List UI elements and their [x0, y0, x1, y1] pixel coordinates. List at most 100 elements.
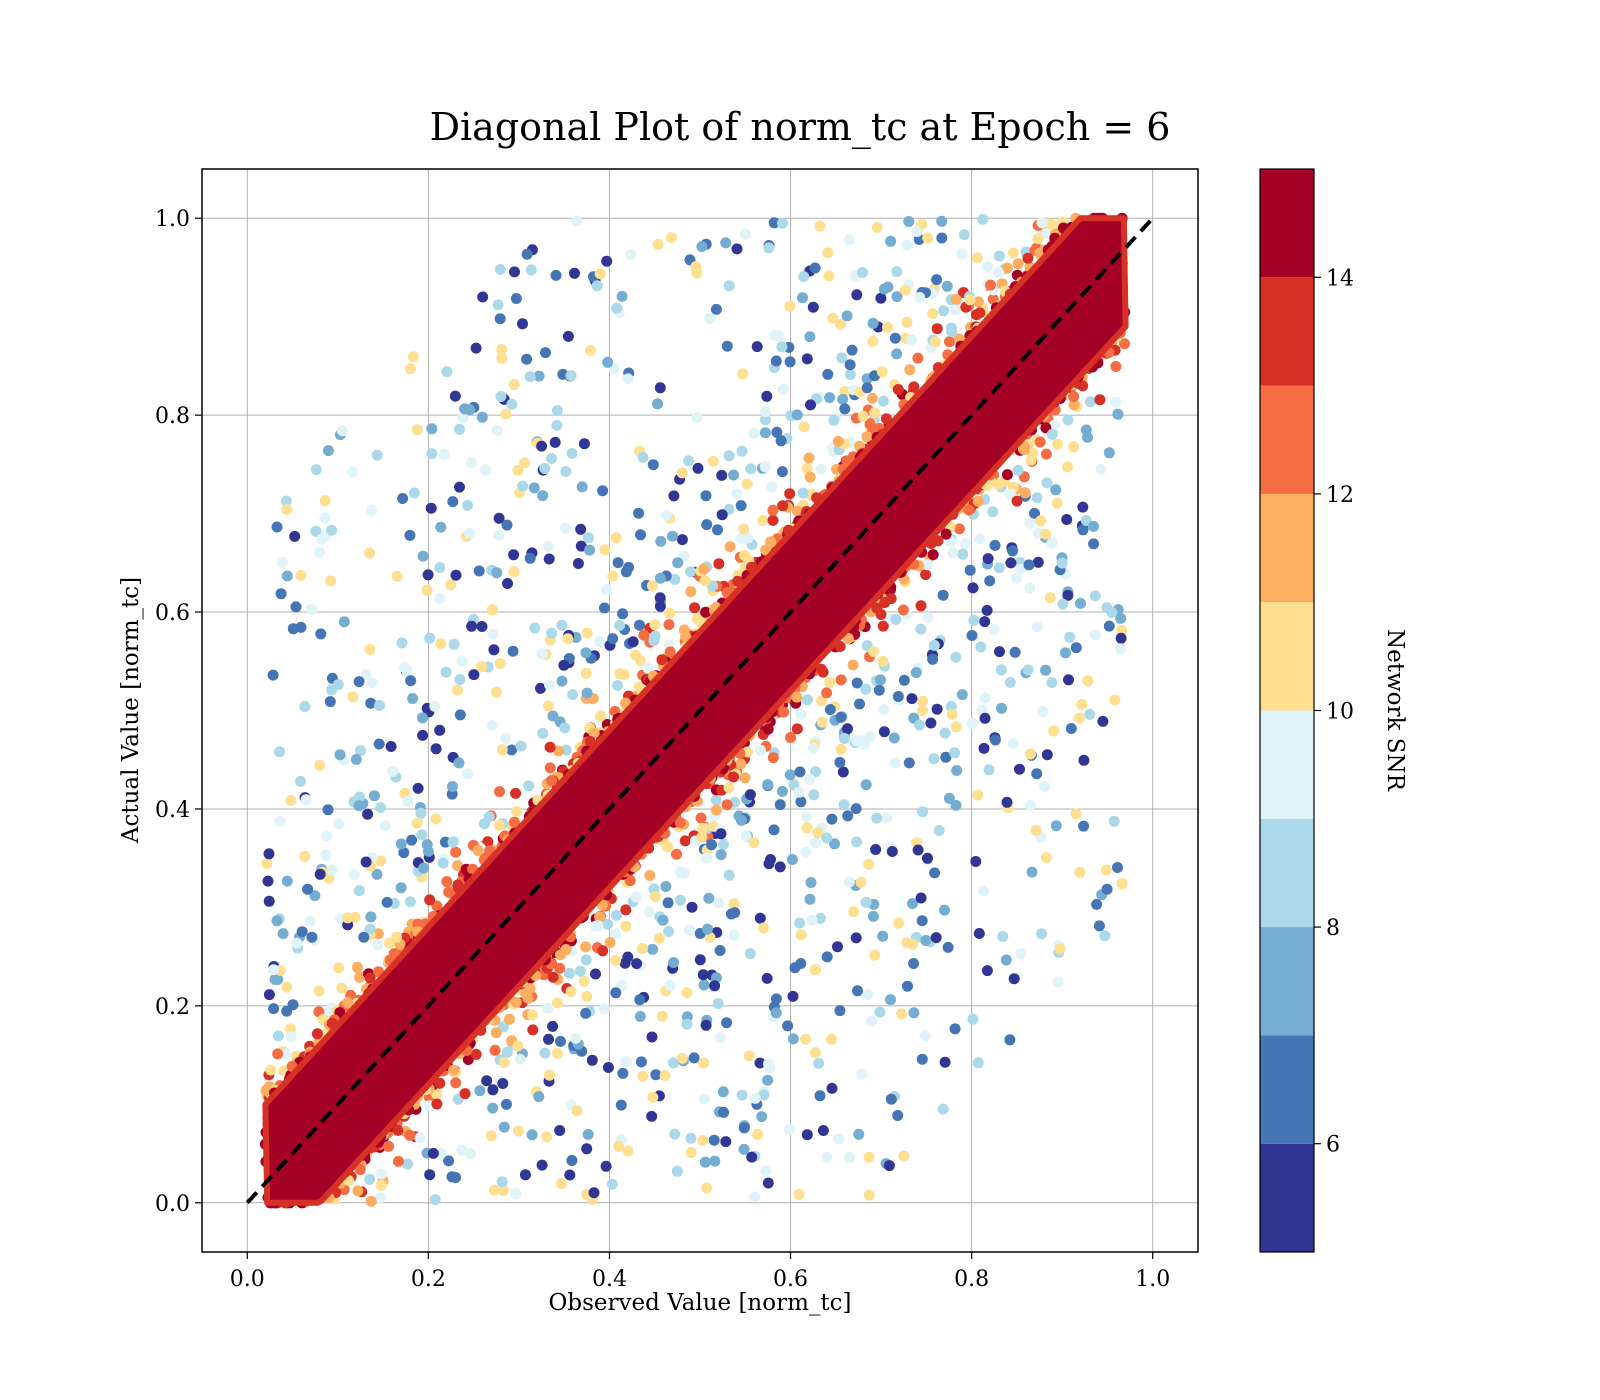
scatter-point: [688, 1052, 700, 1064]
scatter-point: [901, 239, 913, 251]
scatter-point: [826, 1082, 838, 1094]
scatter-point: [580, 667, 592, 679]
scatter-point: [560, 466, 572, 477]
scatter-point: [487, 1084, 499, 1096]
scatter-point: [571, 215, 582, 227]
scatter-point: [506, 398, 518, 410]
scatter-point: [714, 1032, 726, 1044]
scatter-point: [698, 563, 710, 575]
scatter-point: [631, 958, 643, 970]
scatter-point: [1077, 501, 1089, 513]
scatter-point: [890, 613, 902, 625]
scatter-point: [281, 981, 293, 993]
scatter-point: [1029, 507, 1040, 519]
colorbar-segment: [1260, 927, 1314, 1036]
scatter-point: [501, 1046, 513, 1058]
scatter-point: [512, 464, 524, 476]
scatter-point: [1008, 247, 1019, 259]
scatter-point: [771, 426, 783, 438]
scatter-point: [704, 931, 716, 943]
scatter-point: [285, 1031, 297, 1043]
scatter-point: [1022, 252, 1034, 264]
scatter-point: [636, 943, 648, 955]
scatter-point: [824, 676, 836, 688]
scatter-point: [1048, 725, 1060, 737]
scatter-point: [877, 620, 889, 632]
plot-frame: [201, 168, 1199, 1253]
scatter-point: [1080, 515, 1092, 526]
scatter-point: [290, 601, 302, 613]
scatter-point: [907, 898, 918, 910]
scatter-point: [615, 1099, 627, 1111]
scatter-point: [963, 504, 975, 516]
scatter-point: [748, 428, 760, 439]
scatter-point: [1074, 866, 1086, 878]
scatter-point: [878, 703, 890, 715]
scatter-point: [580, 954, 592, 966]
scatter-point: [800, 1033, 811, 1045]
scatter-point: [668, 1057, 679, 1069]
scatter-core-band: [262, 215, 1129, 1206]
scatter-point: [556, 619, 568, 631]
scatter-point: [856, 735, 868, 747]
scatter-point: [586, 1054, 598, 1066]
scatter-point: [622, 1145, 634, 1157]
scatter-point: [1064, 631, 1076, 643]
scatter-point: [810, 837, 822, 848]
scatter-point: [885, 1093, 897, 1105]
scatter-point: [426, 448, 438, 460]
scatter-point: [729, 907, 741, 919]
scatter-point: [949, 1023, 961, 1035]
scatter-point: [371, 449, 383, 461]
scatter-point: [277, 928, 289, 940]
scatter-point: [625, 249, 637, 261]
scatter-point: [487, 1102, 499, 1114]
scatter-point: [1004, 1034, 1016, 1046]
scatter-point: [664, 980, 676, 991]
scatter-point: [695, 812, 707, 824]
scatter-point: [685, 566, 697, 578]
scatter-point: [846, 344, 858, 356]
scatter-point: [405, 675, 417, 687]
scatter-point: [1099, 930, 1111, 942]
scatter-point: [920, 935, 932, 946]
scatter-point: [1116, 878, 1128, 890]
scatter-point: [536, 648, 548, 660]
scatter-point: [974, 533, 986, 545]
scatter-point: [668, 957, 680, 968]
scatter-point: [1082, 431, 1093, 443]
scatter-point: [908, 1007, 920, 1019]
scatter-point: [997, 931, 1009, 942]
scatter-point: [754, 912, 766, 924]
scatter-point: [869, 949, 881, 961]
scatter-point: [544, 741, 556, 753]
scatter-point: [842, 633, 854, 644]
scatter-point: [892, 1110, 904, 1121]
scatter-point: [927, 653, 939, 665]
scatter-point: [1031, 768, 1043, 780]
scatter-point: [1056, 557, 1068, 569]
scatter-point: [712, 998, 724, 1010]
scatter-point: [985, 279, 996, 291]
scatter-point: [422, 845, 434, 857]
scatter-point: [699, 1156, 711, 1168]
scatter-point: [324, 696, 336, 708]
scatter-point: [664, 607, 676, 619]
scatter-point: [878, 395, 889, 407]
scatter-point: [993, 250, 1005, 262]
scatter-point: [399, 662, 411, 674]
scatter-point: [551, 405, 563, 417]
scatter-point: [801, 822, 813, 834]
scatter-point: [760, 544, 772, 556]
scatter-point: [496, 744, 508, 756]
scatter-point: [929, 336, 941, 348]
scatter-point: [496, 1176, 508, 1188]
scatter-point: [1112, 408, 1124, 420]
scatter-point: [602, 918, 614, 930]
scatter-point: [897, 604, 909, 616]
scatter-point: [623, 561, 635, 573]
scatter-point: [374, 1192, 386, 1204]
y-axis-ticks: 0.0 0.2 0.4 0.6 0.8 1.0: [155, 207, 202, 1217]
scatter-point: [759, 427, 771, 439]
scatter-point: [490, 1027, 502, 1039]
